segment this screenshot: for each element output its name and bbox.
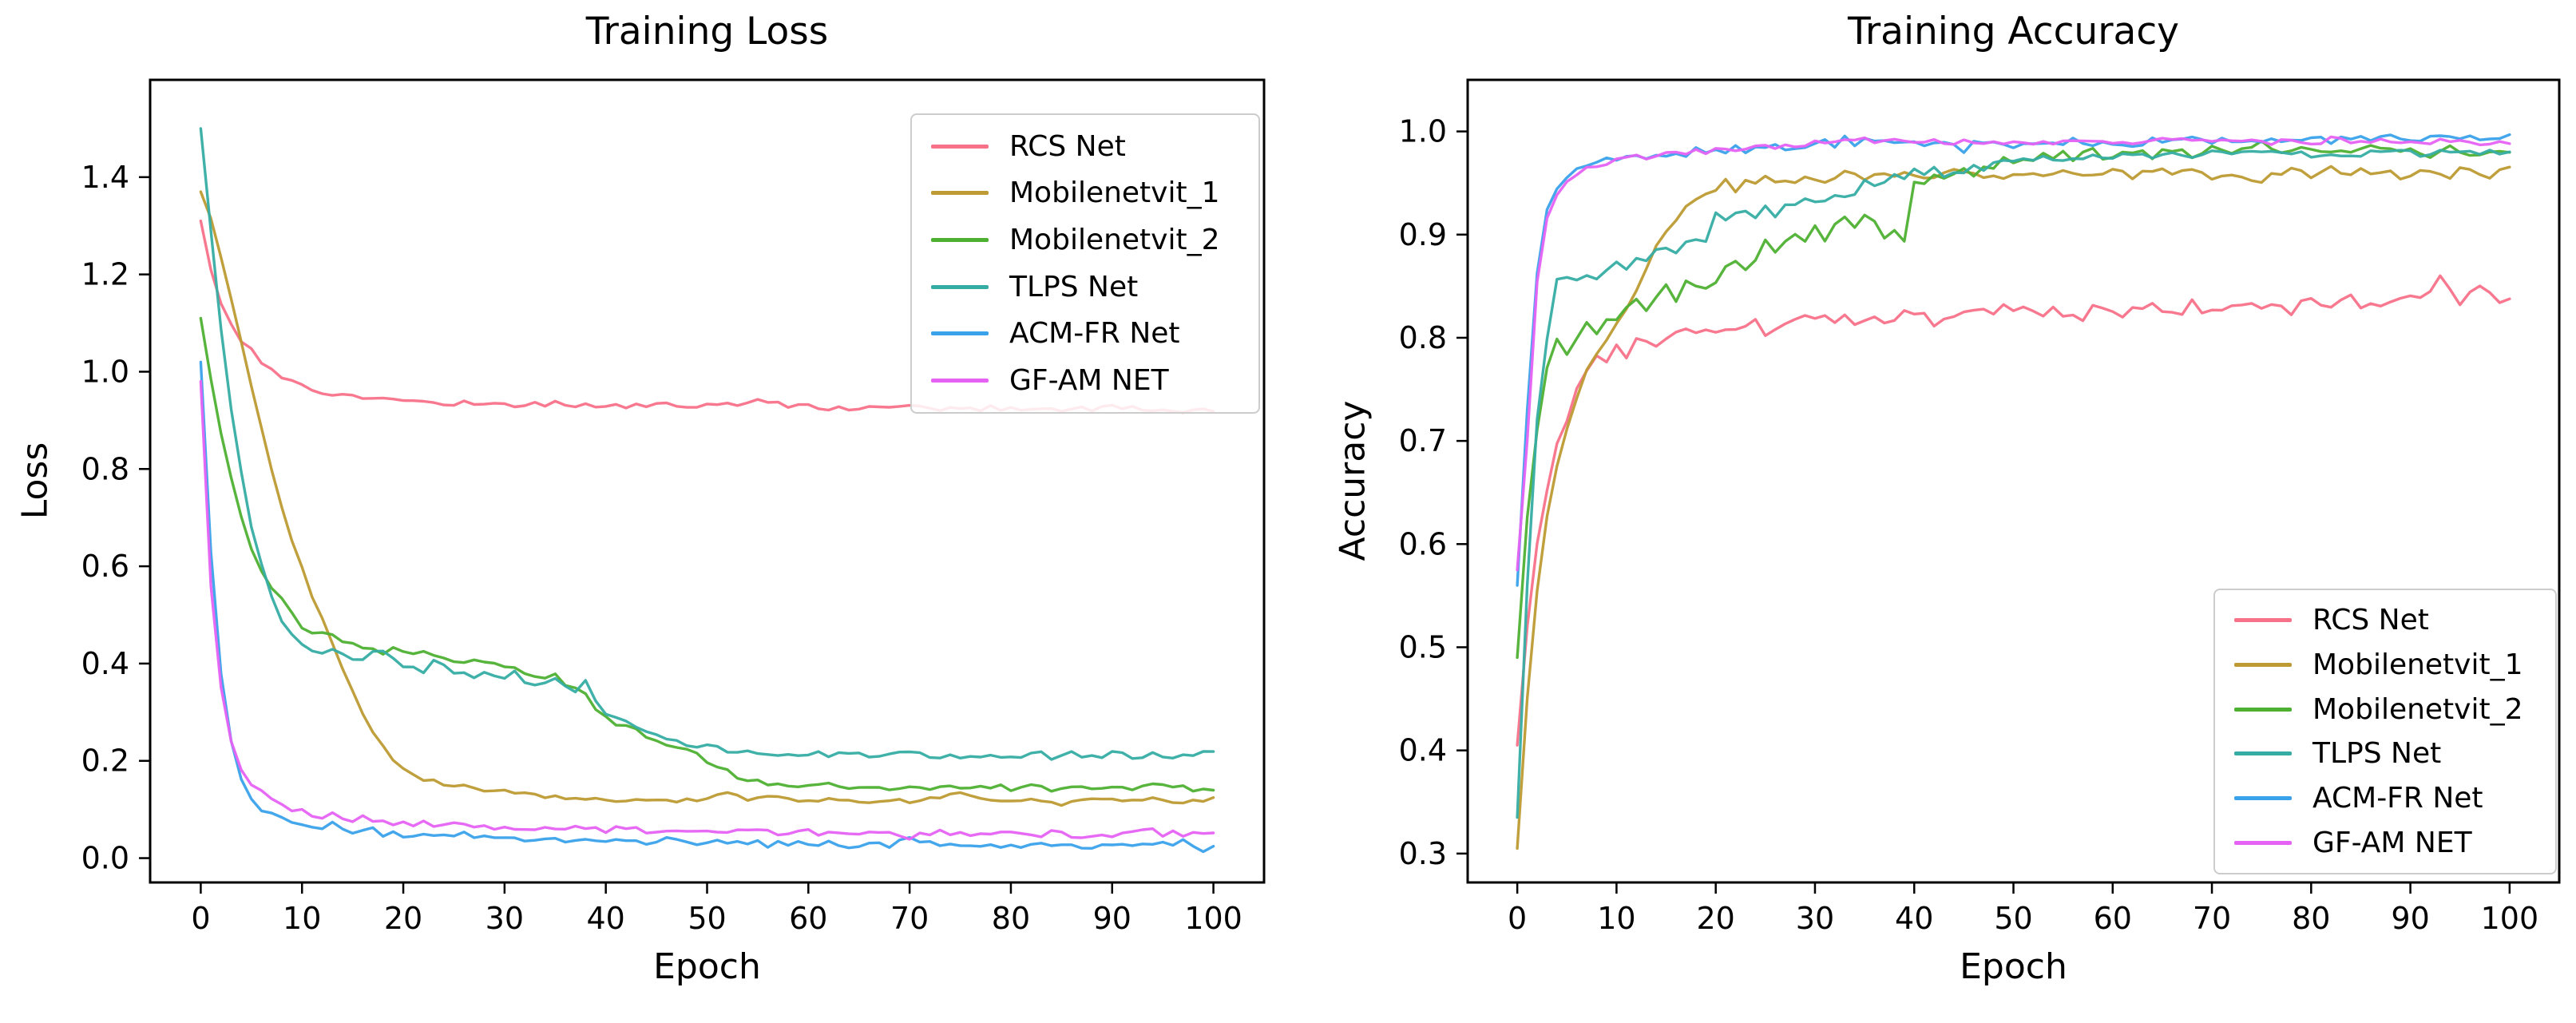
- legend-item: RCS Net: [931, 130, 1239, 163]
- svg-text:70: 70: [890, 901, 929, 936]
- legend-swatch-tlps-net: [931, 284, 989, 289]
- svg-text:70: 70: [2193, 901, 2231, 936]
- svg-text:30: 30: [485, 901, 524, 936]
- legend-swatch-acm-fr-net: [931, 331, 989, 336]
- right-y-axis-label: Accuracy: [1332, 400, 1373, 561]
- legend-label: RCS Net: [1009, 129, 1126, 163]
- svg-text:100: 100: [1184, 901, 1242, 936]
- svg-text:1.4: 1.4: [81, 160, 129, 195]
- legend-swatch-rcs-net: [2234, 618, 2292, 623]
- svg-text:20: 20: [384, 901, 422, 936]
- legend-label: Mobilenetvit_1: [1009, 176, 1220, 210]
- legend-label: Mobilenetvit_2: [2312, 692, 2523, 726]
- svg-text:0: 0: [191, 901, 210, 936]
- svg-text:60: 60: [789, 901, 827, 936]
- svg-text:0.4: 0.4: [1399, 733, 1447, 768]
- svg-text:1.0: 1.0: [1399, 114, 1447, 149]
- legend-item: TLPS Net: [931, 271, 1239, 303]
- legend-item: Mobilenetvit_1: [931, 176, 1239, 209]
- svg-text:0.0: 0.0: [81, 841, 129, 876]
- legend-swatch-rcs-net: [931, 144, 989, 149]
- svg-text:0.3: 0.3: [1399, 836, 1447, 871]
- legend-swatch-tlps-net: [2234, 751, 2292, 756]
- left-x-axis-label: Epoch: [653, 946, 761, 987]
- right-x-axis-label: Epoch: [1960, 946, 2067, 987]
- svg-text:60: 60: [2094, 901, 2132, 936]
- legend-label: Mobilenetvit_2: [1009, 224, 1220, 257]
- svg-text:80: 80: [2292, 901, 2330, 936]
- svg-text:40: 40: [587, 901, 625, 936]
- svg-text:0.2: 0.2: [81, 743, 129, 779]
- svg-text:0.5: 0.5: [1399, 629, 1447, 664]
- svg-text:0.8: 0.8: [1399, 320, 1447, 355]
- legend-item: RCS Net: [2234, 604, 2536, 636]
- right-chart-title: Training Accuracy: [1848, 10, 2179, 54]
- legend-swatch-mobilenetvit-1: [2234, 662, 2292, 667]
- legend-swatch-mobilenetvit-2: [2234, 707, 2292, 712]
- legend-item: Mobilenetvit_1: [2234, 648, 2536, 681]
- legend-label: ACM-FR Net: [1009, 317, 1180, 351]
- legend-label: GF-AM NET: [2312, 826, 2472, 859]
- svg-text:0.4: 0.4: [81, 646, 129, 681]
- legend-label: TLPS Net: [1009, 270, 1139, 303]
- svg-text:10: 10: [1597, 901, 1635, 936]
- legend-item: GF-AM NET: [2234, 827, 2536, 859]
- svg-text:50: 50: [688, 901, 726, 936]
- svg-text:30: 30: [1796, 901, 1834, 936]
- legend-item: Mobilenetvit_2: [931, 224, 1239, 256]
- legend-label: TLPS Net: [2312, 737, 2442, 771]
- legend-label: ACM-FR Net: [2312, 781, 2483, 815]
- legend-label: Mobilenetvit_1: [2312, 648, 2523, 681]
- legend-label: GF-AM NET: [1009, 364, 1169, 398]
- legend-item: GF-AM NET: [931, 364, 1239, 397]
- left-legend: RCS Net Mobilenetvit_1 Mobilenetvit_2 TL…: [910, 113, 1260, 414]
- right-legend: RCS Net Mobilenetvit_1 Mobilenetvit_2 TL…: [2213, 589, 2557, 874]
- svg-text:10: 10: [283, 901, 321, 936]
- svg-text:0.6: 0.6: [81, 549, 129, 584]
- legend-item: TLPS Net: [2234, 737, 2536, 770]
- left-chart-title: Training Loss: [585, 10, 829, 54]
- svg-text:80: 80: [992, 901, 1030, 936]
- svg-text:1.0: 1.0: [81, 354, 129, 389]
- svg-text:90: 90: [1093, 901, 1131, 936]
- svg-text:40: 40: [1895, 901, 1933, 936]
- legend-item: ACM-FR Net: [2234, 782, 2536, 815]
- legend-swatch-mobilenetvit-2: [931, 238, 989, 243]
- legend-swatch-gf-am-net: [931, 379, 989, 383]
- svg-text:0: 0: [1508, 901, 1527, 936]
- legend-label: RCS Net: [2312, 604, 2429, 637]
- legend-swatch-acm-fr-net: [2234, 795, 2292, 800]
- svg-text:1.2: 1.2: [81, 257, 129, 292]
- legend-item: Mobilenetvit_2: [2234, 693, 2536, 726]
- svg-text:0.9: 0.9: [1399, 217, 1447, 252]
- svg-text:90: 90: [2391, 901, 2429, 936]
- svg-text:0.6: 0.6: [1399, 526, 1447, 561]
- legend-swatch-mobilenetvit-1: [931, 191, 989, 196]
- left-y-axis-label: Loss: [14, 442, 56, 520]
- svg-text:100: 100: [2481, 901, 2539, 936]
- svg-text:0.8: 0.8: [81, 451, 129, 486]
- svg-text:0.7: 0.7: [1399, 423, 1447, 458]
- svg-text:50: 50: [1994, 901, 2032, 936]
- svg-text:20: 20: [1697, 901, 1735, 936]
- legend-swatch-gf-am-net: [2234, 840, 2292, 845]
- legend-item: ACM-FR Net: [931, 317, 1239, 350]
